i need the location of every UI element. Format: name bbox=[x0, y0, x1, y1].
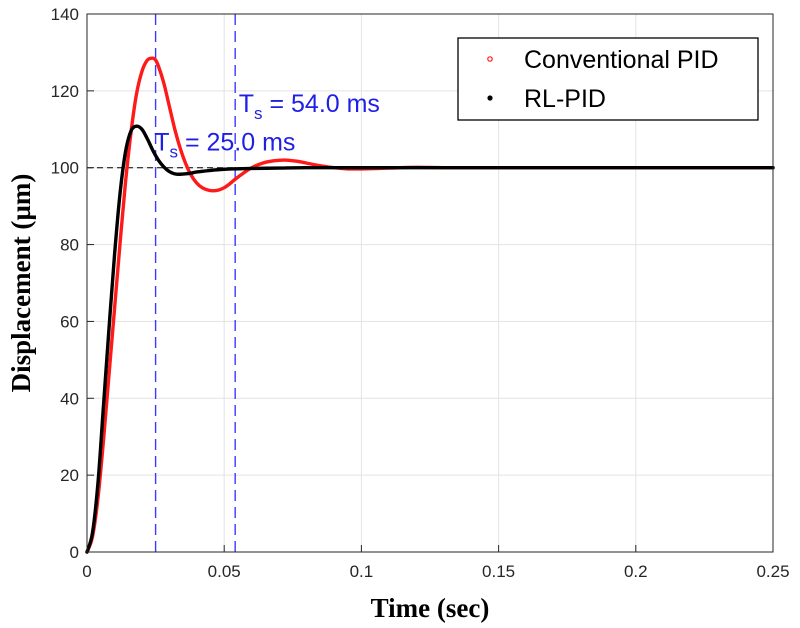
y-tick-labels: 0 20 40 60 80 100 120 140 bbox=[51, 5, 94, 562]
x-tick-label: 0.1 bbox=[350, 562, 374, 581]
annotations: Ts = 54.0 ms Ts = 25.0 ms bbox=[154, 90, 380, 161]
settling-time-annotation: Ts = 54.0 ms bbox=[239, 90, 380, 123]
x-axis-title: Time (sec) bbox=[371, 593, 490, 623]
settling-time-lines bbox=[154, 14, 236, 552]
x-tick-label: 0.2 bbox=[624, 562, 648, 581]
y-tick-label: 60 bbox=[60, 312, 79, 331]
y-axis-title: Displacement (µm) bbox=[6, 174, 36, 393]
rl-pid-curve bbox=[85, 124, 775, 554]
plot-frame bbox=[86, 13, 774, 553]
series-layer bbox=[85, 56, 775, 554]
x-tick-labels: 0 0.05 0.1 0.15 0.2 0.25 bbox=[82, 545, 790, 581]
legend-label-conventional-pid: Conventional PID bbox=[524, 46, 719, 74]
x-tick-label: 0.15 bbox=[482, 562, 515, 581]
y-tick-label: 80 bbox=[60, 236, 79, 255]
legend: Conventional PID RL-PID bbox=[457, 37, 759, 121]
x-tick-label: 0.25 bbox=[756, 562, 789, 581]
x-tick-label: 0.05 bbox=[208, 562, 241, 581]
legend-marker-conventional-pid bbox=[487, 56, 493, 62]
legend-marker-rl-pid bbox=[487, 95, 493, 101]
settling-time-annotation: Ts = 25.0 ms bbox=[154, 128, 295, 161]
y-tick-label: 40 bbox=[60, 389, 79, 408]
x-tick-label: 0 bbox=[82, 562, 91, 581]
legend-label-rl-pid: RL-PID bbox=[524, 85, 606, 113]
legend-box bbox=[457, 37, 759, 121]
y-tick-label: 100 bbox=[51, 159, 79, 178]
y-tick-label: 0 bbox=[70, 543, 79, 562]
y-tick-label: 140 bbox=[51, 5, 79, 24]
y-tick-label: 20 bbox=[60, 466, 79, 485]
y-tick-label: 120 bbox=[51, 82, 79, 101]
